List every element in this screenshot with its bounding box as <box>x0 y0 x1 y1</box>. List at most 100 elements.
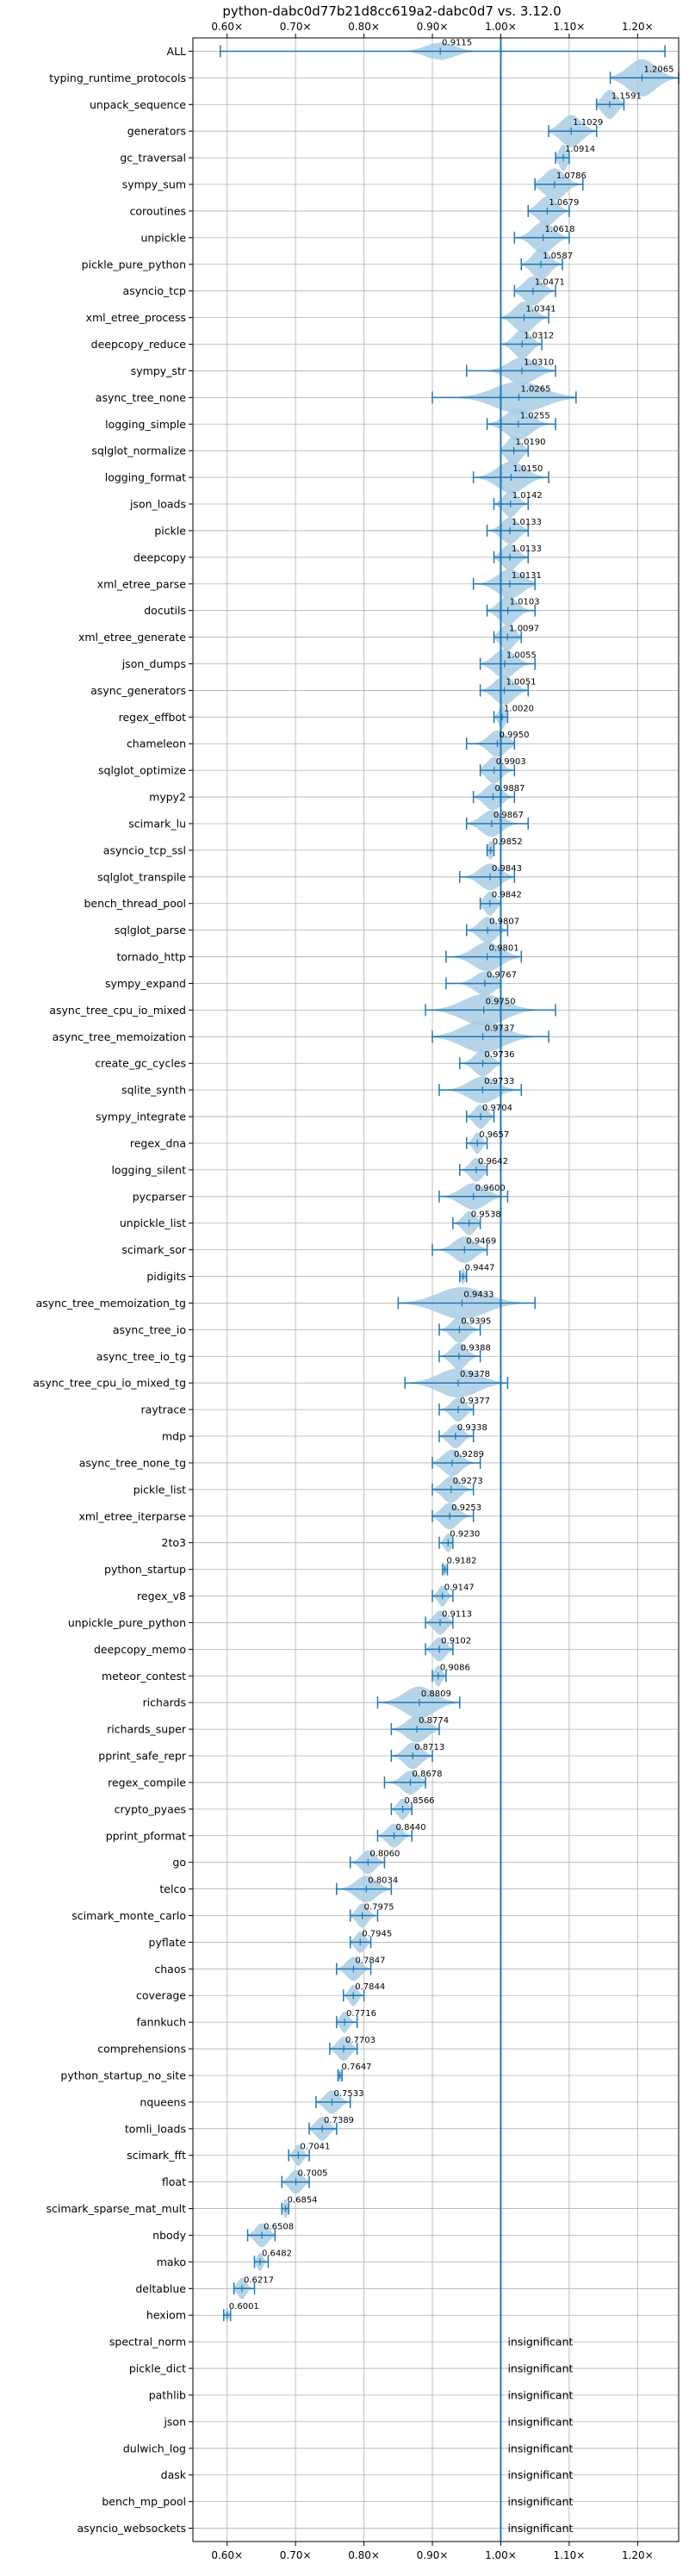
y-tick-label-scimark-lu: scimark_lu <box>128 817 186 830</box>
value-label-deltablue: 0.6217 <box>244 2275 274 2285</box>
y-tick-label-fannkuch: fannkuch <box>137 2016 186 2029</box>
value-label-async-tree-cpu-io-mixed: 0.9750 <box>486 997 516 1006</box>
y-tick-label-go: go <box>172 1856 186 1869</box>
value-label-asyncio-tcp-ssl: 0.9852 <box>493 837 523 847</box>
value-label-generators: 1.1029 <box>573 118 603 128</box>
y-tick-label-async-tree-none: async_tree_none <box>96 391 187 404</box>
value-label-unpack-sequence: 1.1591 <box>611 91 642 101</box>
y-tick-label-telco: telco <box>159 1882 186 1895</box>
y-tick-label-xml-etree-parse: xml_etree_parse <box>97 577 187 590</box>
value-label-unpickle: 1.0618 <box>545 225 575 234</box>
value-label-scimark-sparse-mat-mult: 0.6854 <box>288 2196 318 2206</box>
value-label-richards: 0.8809 <box>421 1689 451 1699</box>
value-label-asyncio-tcp: 1.0471 <box>535 278 565 288</box>
value-label-pickle: 1.0133 <box>512 518 542 527</box>
x-tick-label-bottom-3: 0.90× <box>417 2549 449 2561</box>
y-tick-label-chaos: chaos <box>154 1963 186 1976</box>
value-label-tornado-http: 0.9801 <box>489 944 519 954</box>
y-tick-label-unpack-sequence: unpack_sequence <box>90 98 186 111</box>
value-label-dask: insignificant <box>507 2468 573 2481</box>
y-tick-label-scimark-sor: scimark_sor <box>121 1243 186 1256</box>
y-tick-label-coverage: coverage <box>136 1989 186 2002</box>
value-label-spectral-norm: insignificant <box>507 2336 573 2349</box>
y-axis-tick-labels: ALL typing_runtime_protocols unpack_sequen… <box>33 45 193 2535</box>
value-label-xml-etree-generate: 1.0097 <box>509 625 539 634</box>
value-label-json-dumps: 1.0055 <box>506 651 537 661</box>
y-tick-label-raytrace: raytrace <box>141 1403 187 1416</box>
x-tick-label-top-6: 1.20× <box>622 21 654 33</box>
y-tick-label-comprehensions: comprehensions <box>97 2043 186 2056</box>
y-tick-label-scimark-monte-carlo: scimark_monte_carlo <box>71 1909 186 1922</box>
value-label-deepcopy: 1.0133 <box>512 544 542 554</box>
value-label-comprehensions: 0.7703 <box>345 2036 376 2045</box>
y-tick-label-python-startup: python_startup <box>104 1563 186 1576</box>
y-tick-label-nbody: nbody <box>152 2229 186 2242</box>
y-tick-label-crypto-pyaes: crypto_pyaes <box>115 1802 186 1815</box>
y-tick-label-asyncio-tcp: asyncio_tcp <box>123 284 187 297</box>
y-tick-label-all: ALL <box>167 45 187 58</box>
value-label-float: 0.7005 <box>298 2169 328 2179</box>
value-label-raytrace: 0.9377 <box>460 1397 490 1406</box>
y-tick-label-json: json <box>163 2415 186 2428</box>
value-label-sympy-integrate: 0.9704 <box>482 1104 512 1113</box>
y-tick-label-docutils: docutils <box>144 604 186 617</box>
y-tick-label-regex-effbot: regex_effbot <box>119 711 186 724</box>
value-label-sqlite-synth: 0.9733 <box>484 1077 514 1086</box>
x-tick-label-bottom-2: 0.80× <box>348 2549 380 2561</box>
value-label-crypto-pyaes: 0.8566 <box>405 1796 435 1806</box>
y-tick-label-chameleon: chameleon <box>127 737 186 750</box>
value-label-bench-thread-pool: 0.9842 <box>492 891 522 900</box>
value-label-pprint-pformat: 0.8440 <box>396 1823 426 1832</box>
value-label-coroutines: 1.0679 <box>549 198 579 208</box>
value-label-deepcopy-reduce: 1.0312 <box>524 332 554 341</box>
value-label-regex-v8: 0.9147 <box>444 1584 475 1593</box>
x-axis-tick-labels: 0.60× 0.60× 0.70× 0.70× 0.80× 0.80× 0.90× 0.90×… <box>211 21 653 2561</box>
y-tick-label-xml-etree-process: xml_etree_process <box>86 311 186 324</box>
chart-title: python-dabc0d77b21d8cc619a2-dabc0d7 vs. … <box>222 3 561 19</box>
y-tick-label-async-tree-cpu-io-mixed: async_tree_cpu_io_mixed <box>49 1004 186 1017</box>
value-labels: 0.9115 1.2065 1.1591 1.1029 1.0914 1.0786 1.06… <box>229 38 674 2535</box>
y-tick-label-gc-traversal: gc_traversal <box>120 152 186 165</box>
y-tick-label-async-tree-memoization-tg: async_tree_memoization_tg <box>36 1297 186 1310</box>
value-label-coverage: 0.7844 <box>355 1982 385 1992</box>
y-tick-label-meteor-contest: meteor_contest <box>102 1670 186 1683</box>
y-tick-label-regex-compile: regex_compile <box>108 1776 186 1789</box>
value-label-mdp: 0.9338 <box>457 1423 487 1433</box>
x-tick-label-top-0: 0.60× <box>211 21 243 33</box>
value-label-python-startup-no-site: 0.7647 <box>342 2063 372 2072</box>
y-tick-label-spectral-norm: spectral_norm <box>109 2336 186 2349</box>
y-tick-label-bench-thread-pool: bench_thread_pool <box>84 897 186 910</box>
value-label-sqlglot-optimize: 0.9903 <box>496 757 526 767</box>
violins <box>220 42 680 2324</box>
y-tick-label-typing-runtime-protocols: typing_runtime_protocols <box>49 72 186 84</box>
y-tick-label-async-generators: async_generators <box>90 684 186 697</box>
value-label-all: 0.9115 <box>442 38 472 47</box>
y-tick-label-pyflate: pyflate <box>149 1936 187 1949</box>
value-label-gc-traversal: 1.0914 <box>565 145 595 154</box>
value-label-json: insignificant <box>507 2415 573 2428</box>
value-label-dulwich-log: insignificant <box>507 2442 573 2455</box>
value-label-pycparser: 0.9600 <box>475 1184 506 1193</box>
value-label-unpickle-pure-python: 0.9113 <box>442 1609 472 1619</box>
value-label-json-loads: 1.0142 <box>512 491 543 501</box>
value-label-pickle-dict: insignificant <box>507 2362 573 2375</box>
y-tick-label-regex-dna: regex_dna <box>130 1136 186 1149</box>
y-tick-label-mdp: mdp <box>162 1430 186 1443</box>
value-label-regex-effbot: 1.0020 <box>504 704 534 713</box>
plot-frame <box>192 37 680 2542</box>
y-tick-label-pidigits: pidigits <box>146 1270 186 1283</box>
value-label-deepcopy-memo: 0.9102 <box>441 1636 471 1646</box>
y-tick-label-pathlib: pathlib <box>149 2388 186 2401</box>
y-tick-label-pickle-list: pickle_list <box>133 1483 186 1496</box>
y-tick-label-unpickle: unpickle <box>140 231 186 244</box>
value-label-async-tree-none: 1.0265 <box>521 384 551 394</box>
y-tick-label-dask: dask <box>161 2468 187 2481</box>
value-label-pickle-pure-python: 1.0587 <box>543 252 573 261</box>
y-tick-label-json-loads: json_loads <box>129 498 186 511</box>
y-tick-label-logging-simple: logging_simple <box>105 418 186 431</box>
y-tick-label-sympy-expand: sympy_expand <box>105 977 186 990</box>
value-label-nbody: 0.6508 <box>264 2222 294 2231</box>
value-label-scimark-lu: 0.9867 <box>493 811 524 820</box>
value-label-nqueens: 0.7533 <box>333 2089 363 2099</box>
x-tick-label-bottom-0: 0.60× <box>211 2549 243 2561</box>
